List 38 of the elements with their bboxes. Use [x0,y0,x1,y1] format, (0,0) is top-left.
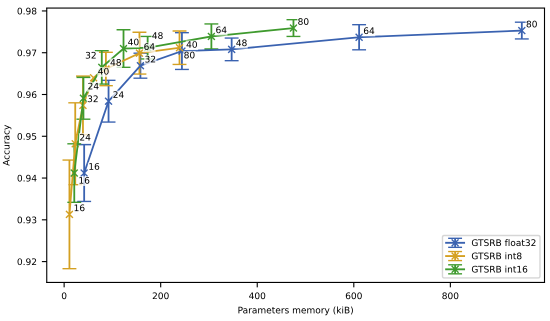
legend-label: GTSRB int16 [472,266,528,273]
y-axis-title: Accuracy [2,124,12,166]
legend-label: GTSRB float32 [472,239,536,246]
x-axis-title: Parameters memory (kiB) [238,306,353,316]
annotation: 40 [186,41,197,48]
annotation: 80 [526,20,537,28]
annotation: 64 [364,27,374,34]
y-tick-label: 0.96 [18,91,36,98]
annotation: 48 [152,32,163,40]
annotation: 24 [88,82,99,90]
x-tick-label: 400 [249,292,266,300]
annotation: 32 [86,52,96,59]
annotation: 16 [79,176,90,184]
annotation: 16 [89,163,100,170]
legend-label: GTSRB int8 [472,252,522,260]
x-tick-label: 200 [152,292,169,300]
annotation: 48 [236,39,247,46]
annotation: 40 [128,38,139,46]
annotation: 48 [110,59,121,66]
annotation: 80 [298,18,309,25]
annotation: 24 [80,134,90,141]
annotation: 32 [145,56,156,63]
y-tick-label: 0.95 [18,133,36,140]
annotation: 64 [216,26,227,34]
y-tick-label: 0.97 [18,49,36,56]
annotation: 32 [88,95,98,102]
annotation: 40 [98,68,109,75]
y-tick-label: 0.94 [18,174,37,182]
annotation: 16 [74,204,85,212]
x-tick-label: 800 [442,292,458,300]
x-tick-label: 600 [346,292,362,300]
y-tick-label: 0.92 [18,258,36,266]
x-tick-label: 0 [62,292,66,300]
annotation: 24 [113,91,124,98]
y-tick-label: 0.98 [18,8,36,15]
y-tick-label: 0.93 [18,216,36,224]
annotation: 64 [144,43,155,50]
annotation: 80 [184,52,195,58]
